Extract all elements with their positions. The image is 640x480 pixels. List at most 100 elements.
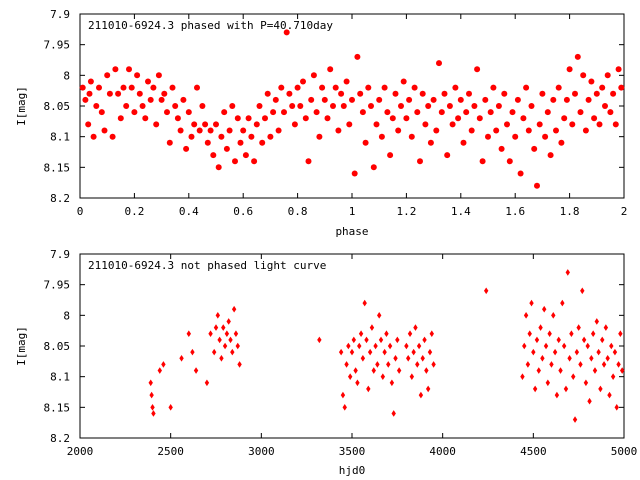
phased-data-point — [281, 109, 287, 116]
phased-data-point — [147, 96, 154, 103]
lightcurve-data-point — [204, 379, 210, 387]
lightcurve-data-point — [230, 348, 235, 356]
lightcurve-data-point — [387, 342, 393, 350]
lightcurve-data-point — [411, 348, 416, 356]
lightcurve-data-point — [371, 367, 376, 374]
phased-data-point — [618, 84, 625, 91]
phased-data-point — [210, 152, 217, 159]
lightcurve-data-point — [360, 354, 366, 362]
phased-data-point — [395, 127, 402, 134]
phased-data-point — [387, 152, 394, 159]
phased-data-point — [596, 121, 603, 128]
phased-data-point — [126, 66, 132, 73]
phased-data-point — [585, 96, 592, 103]
phased-data-point — [343, 78, 350, 85]
phased-data-point — [142, 115, 149, 122]
lightcurve-data-point — [554, 391, 560, 399]
phased-data-point — [90, 133, 97, 140]
lightcurve-data-point — [534, 336, 540, 344]
lightcurve-data-point — [351, 336, 357, 344]
phased-data-point — [191, 121, 198, 128]
phased-data-point — [517, 170, 524, 177]
lightcurve-data-point — [580, 287, 585, 295]
lightcurve-data-point — [551, 312, 556, 319]
lightcurve-plot-ticks: 2000 2500 3000 3500 4000 4500 5000 7.9 7.95 8 8.05… — [44, 248, 638, 458]
phased-data-point — [550, 96, 557, 103]
phased-data-point — [161, 90, 168, 97]
phased-data-point — [158, 96, 165, 103]
phased-data-point — [457, 96, 464, 103]
phased-data-point — [120, 84, 127, 91]
phased-data-point — [272, 96, 279, 103]
lightcurve-data-point — [609, 342, 614, 350]
lightcurve-data-point — [346, 342, 351, 350]
phased-data-point — [384, 109, 391, 116]
lightcurve-data-point — [585, 342, 590, 350]
lightcurve-data-point — [416, 342, 422, 350]
phased-data-point — [82, 96, 89, 103]
lightcurve-data-point — [386, 361, 391, 368]
phased-data-point — [93, 103, 100, 109]
lightcurve-data-point — [596, 348, 601, 356]
phased-data-point — [237, 139, 244, 146]
lightcurve-data-point — [338, 348, 344, 356]
lightcurve-data-point — [409, 373, 415, 380]
lightcurve-data-point — [563, 385, 569, 393]
phased-data-point — [400, 78, 407, 85]
lightcurve-plot-points — [148, 269, 625, 423]
phased-data-point — [85, 121, 92, 128]
phased-data-point — [117, 115, 124, 122]
lightcurve-data-point — [406, 354, 411, 362]
lightcurve-data-point — [583, 379, 589, 387]
phased-data-point — [128, 84, 135, 91]
lightcurve-data-point — [483, 287, 489, 295]
lightcurve-data-point — [543, 342, 549, 350]
phased-data-point — [506, 158, 513, 165]
phased-data-point — [297, 103, 304, 109]
lightcurve-data-point — [221, 324, 226, 331]
phased-data-point — [174, 115, 181, 122]
lightcurve-xtick-label: 4500 — [520, 445, 547, 458]
lightcurve-data-point — [616, 361, 621, 368]
phased-data-point — [79, 84, 86, 91]
phased-data-point — [196, 127, 203, 134]
phased-data-point — [446, 103, 453, 109]
phased-data-point — [490, 84, 497, 91]
lightcurve-data-point — [235, 342, 240, 350]
phased-data-point — [485, 133, 491, 140]
phased-data-point — [145, 78, 151, 85]
phased-data-point — [574, 53, 581, 60]
phased-data-point — [240, 127, 247, 134]
lightcurve-data-point — [589, 354, 594, 362]
lightcurve-data-point — [219, 354, 224, 362]
lightcurve-data-point — [222, 342, 228, 350]
lightcurve-ytick-label: 8.2 — [50, 432, 70, 445]
lightcurve-data-point — [424, 367, 429, 374]
lightcurve-xtick-label: 2500 — [157, 445, 184, 458]
lightcurve-data-point — [536, 367, 541, 374]
phased-data-point — [482, 96, 489, 103]
phased-data-point — [115, 90, 122, 97]
lightcurve-data-point — [561, 342, 567, 350]
phased-ytick-label: 8.2 — [50, 192, 70, 205]
phased-data-point — [427, 139, 434, 146]
phased-data-point — [534, 182, 540, 189]
lightcurve-data-point — [594, 318, 599, 325]
lightcurve-data-point — [587, 397, 592, 405]
phased-data-point — [376, 96, 383, 103]
lightcurve-data-point — [380, 373, 386, 380]
phased-data-point — [310, 72, 317, 79]
lightcurve-data-point — [547, 330, 552, 338]
lightcurve-data-point — [157, 367, 162, 374]
lightcurve-data-point — [362, 299, 367, 307]
phased-data-point — [234, 115, 241, 122]
phased-data-point — [270, 109, 277, 116]
phased-data-point — [104, 72, 111, 79]
phased-data-point — [262, 115, 268, 122]
lightcurve-data-point — [590, 330, 596, 338]
phased-data-point — [324, 115, 331, 122]
phased-plot-xlabel: phase — [335, 225, 368, 238]
lightcurve-data-point — [542, 305, 547, 313]
lightcurve-data-point — [151, 410, 156, 417]
lightcurve-data-point — [556, 336, 561, 344]
